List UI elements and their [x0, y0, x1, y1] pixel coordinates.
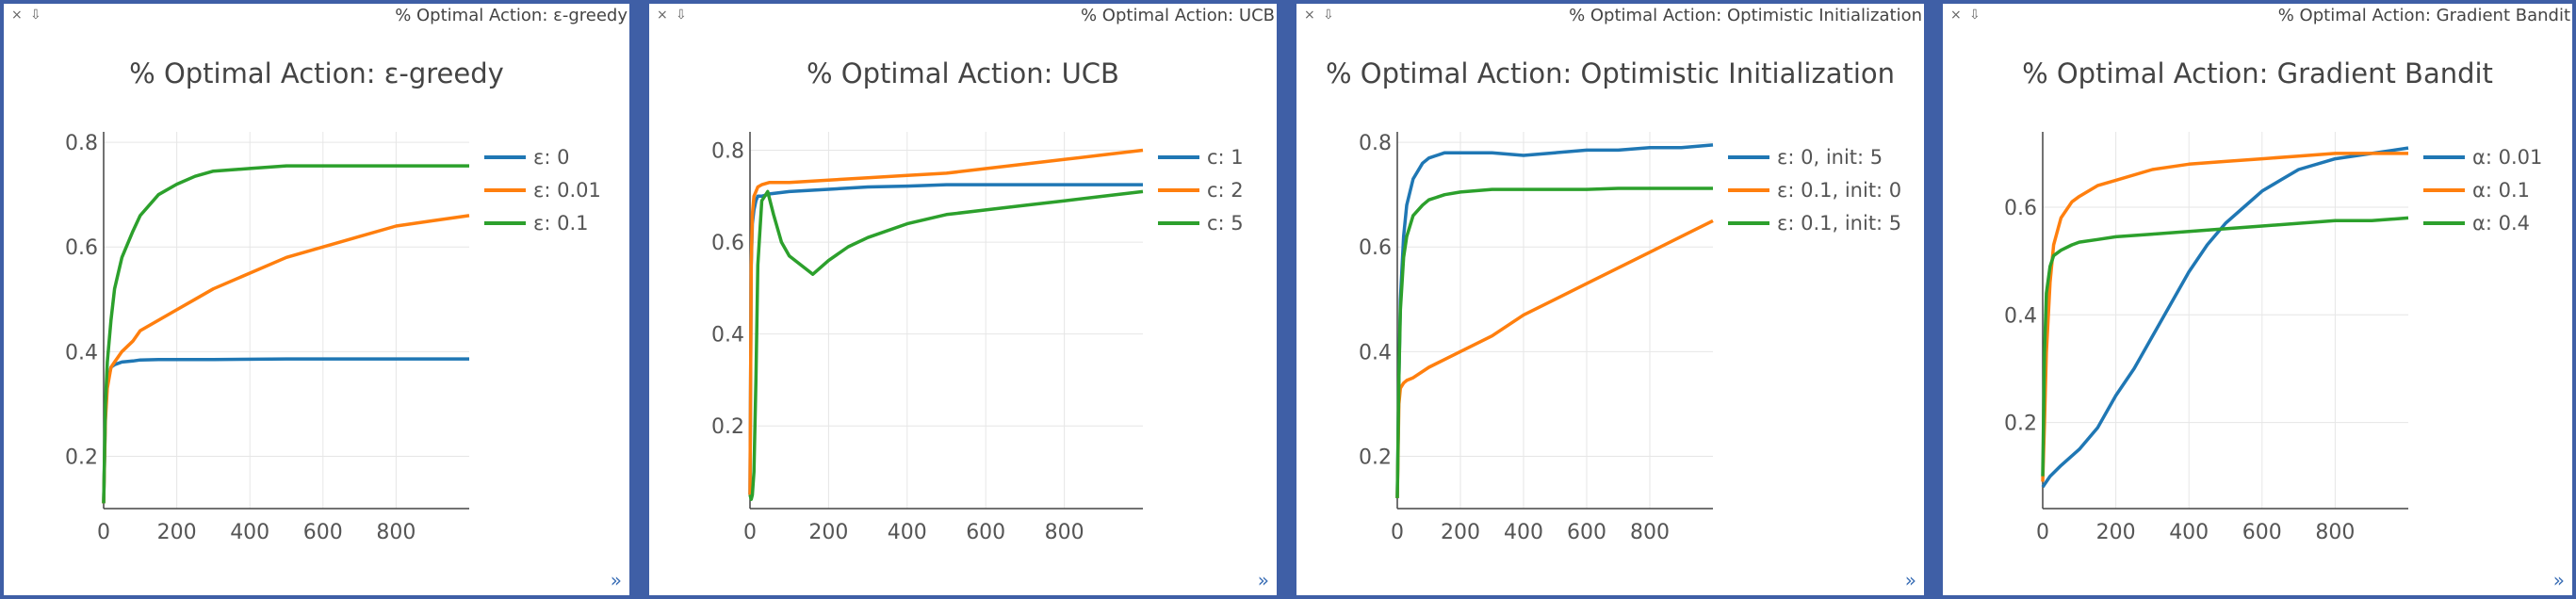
panel-header: × ⇩ % Optimal Action: ε-greedy: [4, 4, 629, 30]
x-tick-label: 0: [97, 521, 110, 544]
x-tick-label: 600: [303, 521, 343, 544]
x-tick-label: 800: [376, 521, 416, 544]
series-line: [102, 164, 469, 504]
panel-ucb: % Optimal Action: UCB 0.2 0.4 0.6 0.8 0 200 400…: [649, 4, 1277, 595]
y-tick-label: 0.2: [65, 445, 98, 469]
pin-icon[interactable]: ⇩: [30, 8, 41, 23]
y-tick-label: 0.4: [2004, 304, 2037, 328]
series-line: [102, 214, 470, 504]
x-tick-label: 800: [2315, 521, 2355, 544]
close-icon[interactable]: ×: [1304, 8, 1315, 23]
chart-svg: % Optimal Action: Optimistic Initializat…: [1326, 57, 1901, 544]
y-tick-label: 0.8: [711, 140, 744, 164]
legend-label: α: 0.01: [2472, 146, 2542, 169]
series-line: [748, 148, 1144, 495]
x-tick-label: 200: [808, 521, 848, 544]
panel-epsilon-greedy: % Optimal Action: ε-greedy 0.2 0.4 0.6 0.8 0 2…: [4, 4, 629, 595]
legend-label: c: 2: [1207, 179, 1244, 202]
series-line: [2041, 216, 2409, 477]
expand-icon[interactable]: »: [610, 569, 622, 591]
y-tick-label: 0.6: [65, 236, 98, 260]
x-tick-label: 800: [1630, 521, 1670, 544]
series-line: [748, 183, 1143, 495]
x-tick-label: 600: [2242, 521, 2282, 544]
legend-label: ε: 0.01: [533, 179, 601, 202]
series-line: [2041, 146, 2409, 489]
chart-title: % Optimal Action: UCB: [807, 57, 1119, 89]
x-tick-label: 200: [2096, 521, 2136, 544]
y-tick-label: 0.4: [1359, 341, 1392, 364]
y-tick-label: 0.8: [65, 132, 98, 155]
y-tick-label: 0.2: [1359, 445, 1392, 469]
window-title: % Optimal Action: Gradient Bandit: [2277, 6, 2570, 25]
legend-label: α: 0.1: [2472, 179, 2530, 202]
expand-icon[interactable]: »: [2552, 569, 2565, 591]
y-tick-label: 0.6: [2004, 197, 2037, 220]
expand-icon[interactable]: »: [1904, 569, 1916, 591]
series-line: [748, 189, 1144, 501]
x-tick-label: 800: [1045, 521, 1084, 544]
window-title: % Optimal Action: UCB: [1080, 6, 1275, 25]
panel-header: × ⇩ % Optimal Action: Gradient Bandit: [1943, 4, 2572, 30]
y-tick-label: 0.2: [2004, 413, 2037, 436]
chart-title: % Optimal Action: Gradient Bandit: [2022, 57, 2493, 89]
x-tick-label: 400: [230, 521, 269, 544]
legend-label: ε: 0.1: [533, 212, 589, 235]
chart-svg: % Optimal Action: Gradient Bandit 0.2 0.4 0…: [2004, 57, 2542, 544]
close-icon[interactable]: ×: [11, 8, 23, 23]
expand-icon[interactable]: »: [1257, 569, 1269, 591]
panel-header: × ⇩ % Optimal Action: Optimistic Initial…: [1296, 4, 1924, 30]
chart-svg: % Optimal Action: ε-greedy 0.2 0.4 0.6 0.8 0 2…: [65, 57, 601, 544]
pin-icon[interactable]: ⇩: [1323, 8, 1334, 23]
x-tick-label: 0: [743, 521, 757, 544]
legend-label: ε: 0.1, init: 5: [1777, 212, 1901, 235]
series-line: [2041, 152, 2408, 482]
pin-icon[interactable]: ⇩: [1969, 8, 1981, 23]
y-tick-label: 0.4: [65, 341, 98, 364]
y-tick-label: 0.4: [711, 324, 744, 348]
window-title: % Optimal Action: ε-greedy: [395, 6, 628, 25]
chart-title: % Optimal Action: Optimistic Initializat…: [1326, 57, 1895, 89]
y-tick-label: 0.6: [711, 232, 744, 255]
legend-label: c: 5: [1207, 212, 1244, 235]
legend-label: ε: 0.1, init: 0: [1777, 179, 1901, 202]
series-line: [1395, 186, 1713, 498]
y-tick-label: 0.6: [1359, 236, 1392, 260]
y-tick-label: 0.8: [1359, 132, 1392, 155]
panel-gradient-bandit: % Optimal Action: Gradient Bandit 0.2 0.4 0…: [1943, 4, 2572, 595]
close-icon[interactable]: ×: [657, 8, 668, 23]
legend-label: ε: 0, init: 5: [1777, 146, 1883, 169]
x-tick-label: 400: [2169, 521, 2209, 544]
legend-label: α: 0.4: [2472, 212, 2530, 235]
x-tick-label: 400: [1504, 521, 1543, 544]
x-tick-label: 400: [888, 521, 927, 544]
pin-icon[interactable]: ⇩: [676, 8, 687, 23]
close-icon[interactable]: ×: [1950, 8, 1962, 23]
chart-svg: % Optimal Action: UCB 0.2 0.4 0.6 0.8 0 200 400…: [711, 57, 1244, 544]
x-tick-label: 200: [157, 521, 197, 544]
series-line: [1395, 143, 1714, 498]
window-title: % Optimal Action: Optimistic Initializat…: [1569, 6, 1922, 25]
legend-label: ε: 0: [533, 146, 569, 169]
series-line: [1395, 219, 1714, 498]
y-tick-label: 0.2: [711, 415, 744, 439]
panel-optimistic-initialization: % Optimal Action: Optimistic Initializat…: [1296, 4, 1924, 595]
x-tick-label: 200: [1441, 521, 1480, 544]
x-tick-label: 0: [1391, 521, 1404, 544]
legend-label: c: 1: [1207, 146, 1244, 169]
chart-title: % Optimal Action: ε-greedy: [129, 57, 504, 89]
panel-header: × ⇩ % Optimal Action: UCB: [649, 4, 1277, 30]
x-tick-label: 600: [1567, 521, 1606, 544]
x-tick-label: 0: [2036, 521, 2049, 544]
series-line: [102, 357, 469, 504]
x-tick-label: 600: [966, 521, 1005, 544]
